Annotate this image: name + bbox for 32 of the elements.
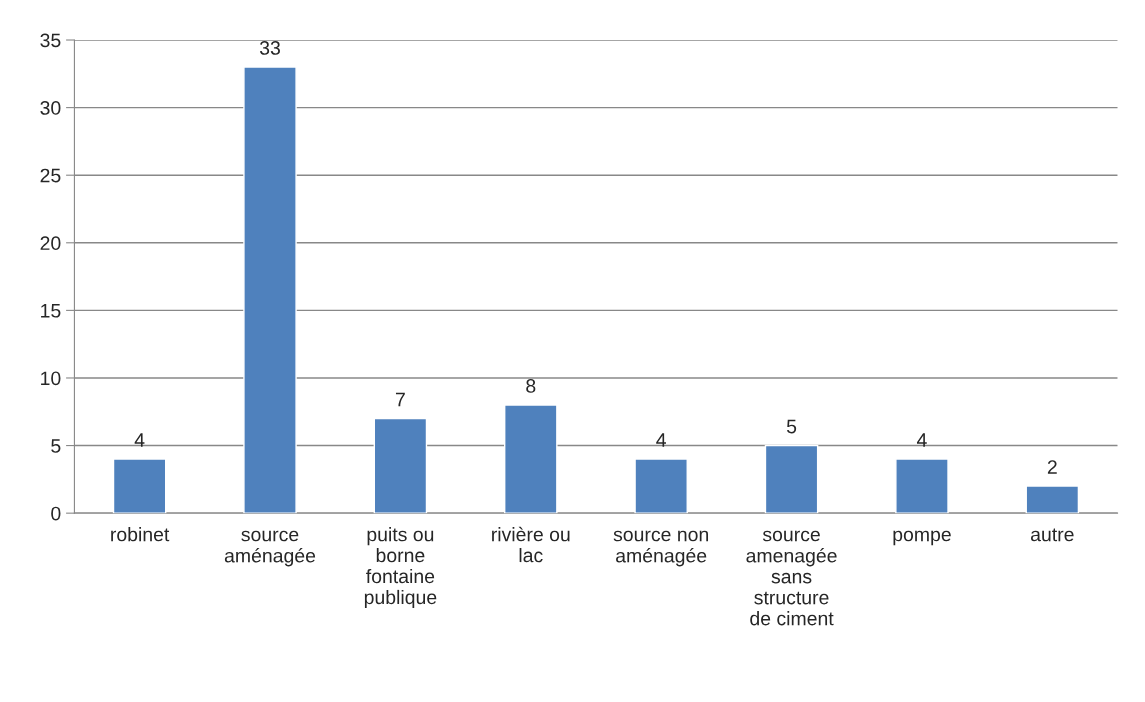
data-label: 4 <box>656 433 666 447</box>
y-tick-label: 0 <box>51 506 61 521</box>
bar <box>243 66 297 514</box>
x-tick-label: pompe <box>893 530 951 546</box>
data-label: 5 <box>786 419 797 434</box>
bar <box>895 458 949 514</box>
x-tick-label: source amenagée sans structure de ciment <box>746 530 837 626</box>
x-tick-label: source aménagée <box>224 530 316 567</box>
x-tick-label: autre <box>1031 528 1074 542</box>
bar <box>373 417 428 514</box>
bar <box>1025 485 1080 514</box>
y-tick-label: 25 <box>40 168 61 183</box>
bar <box>112 458 167 514</box>
data-label: 33 <box>259 41 280 55</box>
x-tick-label: puits ou borne fontaine publique <box>364 527 437 609</box>
bar <box>504 404 558 514</box>
x-tick-label: robinet <box>111 527 170 542</box>
bar <box>764 444 819 514</box>
y-tick-label: 30 <box>40 101 61 115</box>
bar <box>634 458 688 514</box>
y-tick-label: 15 <box>41 304 61 318</box>
y-tick-label: 20 <box>40 236 61 251</box>
y-tick-label: 5 <box>51 439 61 453</box>
data-label: 8 <box>526 379 536 393</box>
x-tick-label: rivière ou lac <box>492 526 570 563</box>
y-tick-label: 10 <box>41 371 61 386</box>
x-tick-label: source non aménagée <box>613 530 709 567</box>
data-label: 7 <box>395 392 405 407</box>
data-label: 4 <box>916 433 927 447</box>
data-label: 4 <box>134 433 145 447</box>
y-tick-label: 35 <box>40 33 61 48</box>
data-label: 2 <box>1047 460 1057 474</box>
